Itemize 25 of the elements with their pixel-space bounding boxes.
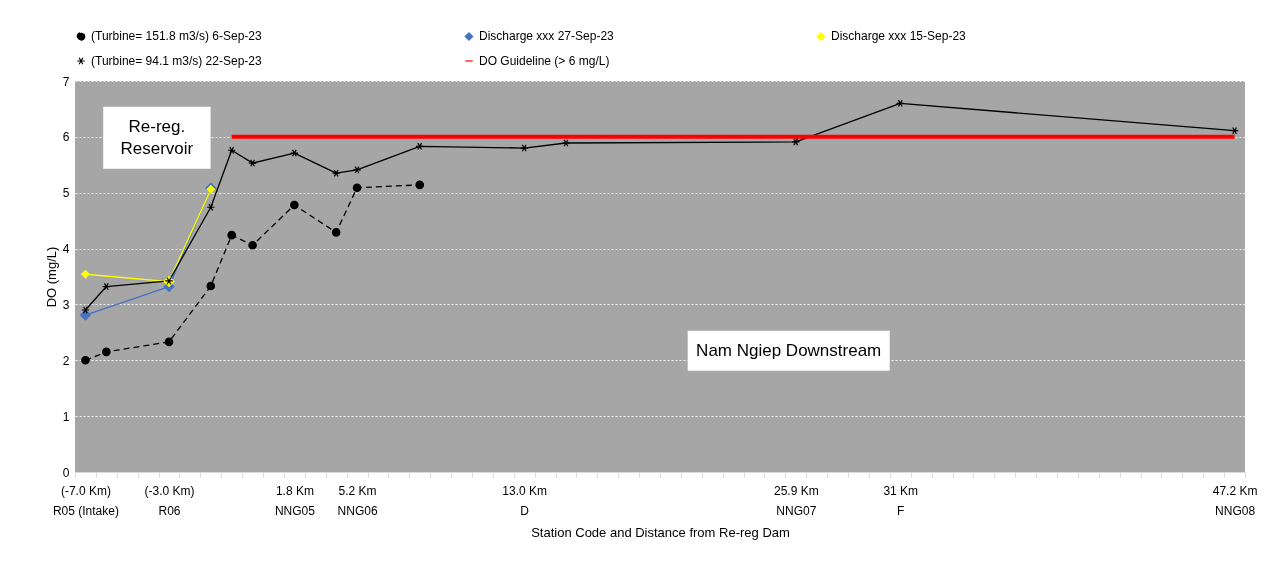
y-tick-label: 7 — [62, 74, 70, 89]
x-tick-label: (-3.0 Km) R06 — [144, 483, 195, 518]
x-tick-label: 31 Km F — [883, 483, 919, 518]
x-axis-title: Station Code and Distance from Re-reg Dam — [531, 524, 790, 540]
x-tick-label: 1.8 Km NNG05 — [274, 483, 316, 518]
x-tick-label: 25.9 Km NNG07 — [773, 483, 819, 518]
y-tick-label: 4 — [62, 242, 70, 257]
y-tick-label: 6 — [62, 130, 70, 145]
y-tick-label: 1 — [62, 409, 70, 424]
y-tick-label: 0 — [62, 465, 70, 480]
annotation: Nam Ngiep Downstream — [696, 340, 882, 360]
x-tick-label: 47.2 Km NNG08 — [1212, 483, 1258, 518]
x-tick-label: (-7.0 Km) R05 (Intake) — [52, 483, 119, 518]
legend-label: DO Guideline (> 6 mg/L) — [479, 54, 610, 68]
y-tick-label: 3 — [62, 297, 70, 312]
y-tick-label: 5 — [62, 186, 70, 201]
y-axis-title: DO (mg/L) — [43, 246, 59, 308]
legend-label: Discharge xxx 15-Sep-23 — [831, 29, 967, 44]
x-tick-label: 5.2 Km NNG06 — [337, 483, 378, 518]
y-tick-label: 2 — [62, 353, 70, 368]
legend-label: (Turbine= 151.8 m3/s) 6-Sep-23 — [91, 29, 262, 44]
legend-label: Discharge xxx 27-Sep-23 — [479, 29, 615, 44]
x-tick-label: 13.0 Km D — [502, 483, 548, 518]
annotation: Re-reg. Reservoir — [120, 116, 194, 158]
legend-label: (Turbine= 94.1 m3/s) 22-Sep-23 — [91, 54, 262, 68]
